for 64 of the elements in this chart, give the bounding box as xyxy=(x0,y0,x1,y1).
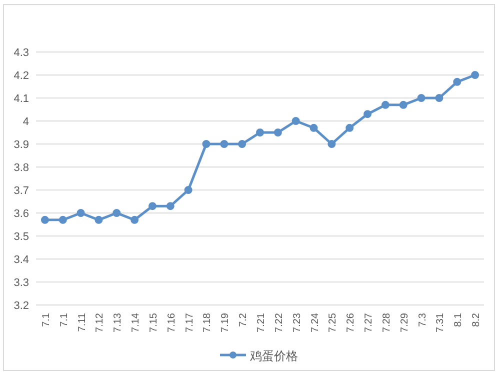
point xyxy=(435,94,444,102)
y-tick-label: 3.4 xyxy=(14,254,29,266)
x-tick-label: 7.11 xyxy=(76,312,88,332)
y-tick-label: 4.2 xyxy=(14,70,29,82)
point xyxy=(417,94,426,102)
x-tick-label: 7.31 xyxy=(435,312,446,332)
y-tick-label: 3.9 xyxy=(14,139,29,151)
point xyxy=(94,216,103,224)
x-tick-label: 7.26 xyxy=(346,312,357,332)
legend: 鸡蛋价格 xyxy=(220,349,298,363)
point xyxy=(238,140,246,148)
x-tick-label: 7.25 xyxy=(328,312,339,332)
y-tick-label: 3.2 xyxy=(14,300,29,312)
x-tick-label: 7.29 xyxy=(399,312,410,332)
x-tick-label: 7.21 xyxy=(256,312,267,332)
y-tick-label: 4.1 xyxy=(14,93,29,105)
x-tick-label: 8.1 xyxy=(453,312,464,327)
x-tick-label: 7.22 xyxy=(274,312,285,332)
point xyxy=(184,186,192,194)
point xyxy=(292,117,300,125)
x-tick-label: 7.13 xyxy=(112,312,124,332)
x-tick-label: 7.2 xyxy=(238,312,250,327)
point xyxy=(112,209,121,217)
x-tick-label: 7.12 xyxy=(94,312,106,332)
x-tick-label: 7.24 xyxy=(310,312,321,332)
point xyxy=(274,128,282,136)
point xyxy=(58,216,67,224)
point xyxy=(202,140,210,148)
x-tick-label: 7.17 xyxy=(184,312,196,332)
point xyxy=(381,100,390,109)
point xyxy=(471,71,480,79)
x-tick-label: 7.23 xyxy=(292,312,303,332)
point xyxy=(328,140,336,148)
x-tick-label: 8.2 xyxy=(471,312,482,327)
y-tick-label: 3.7 xyxy=(14,185,29,197)
point xyxy=(166,202,174,210)
x-tick-label: 7.15 xyxy=(148,312,160,332)
point xyxy=(130,216,139,224)
x-tick-label: 7.16 xyxy=(166,312,178,332)
point xyxy=(220,140,228,148)
y-tick-label: 4 xyxy=(22,116,29,128)
point xyxy=(399,100,408,109)
x-tick-label: 7.28 xyxy=(381,312,392,332)
point xyxy=(256,128,264,136)
x-tick-label: 7.1 xyxy=(58,312,70,327)
x-tick-label: 7.14 xyxy=(130,312,142,332)
legend-label: 鸡蛋价格 xyxy=(249,349,298,363)
y-tick-label: 3.8 xyxy=(14,162,29,174)
x-tick-label: 7.3 xyxy=(417,312,428,327)
x-tick-label: 7.27 xyxy=(364,312,375,332)
y-tick-label: 4.3 xyxy=(14,47,29,59)
x-tick-label: 7.19 xyxy=(220,312,232,332)
point xyxy=(310,124,318,132)
point xyxy=(148,202,156,210)
y-tick-label: 3.5 xyxy=(14,231,29,243)
point xyxy=(453,78,462,86)
point xyxy=(346,124,354,132)
point xyxy=(76,209,85,217)
y-tick-label: 3.3 xyxy=(14,277,29,289)
x-tick-label: 7.18 xyxy=(202,312,214,332)
x-tick-label: 7.1 xyxy=(40,312,52,327)
point xyxy=(364,110,372,118)
y-tick-label: 3.6 xyxy=(14,208,29,220)
point xyxy=(40,216,49,224)
